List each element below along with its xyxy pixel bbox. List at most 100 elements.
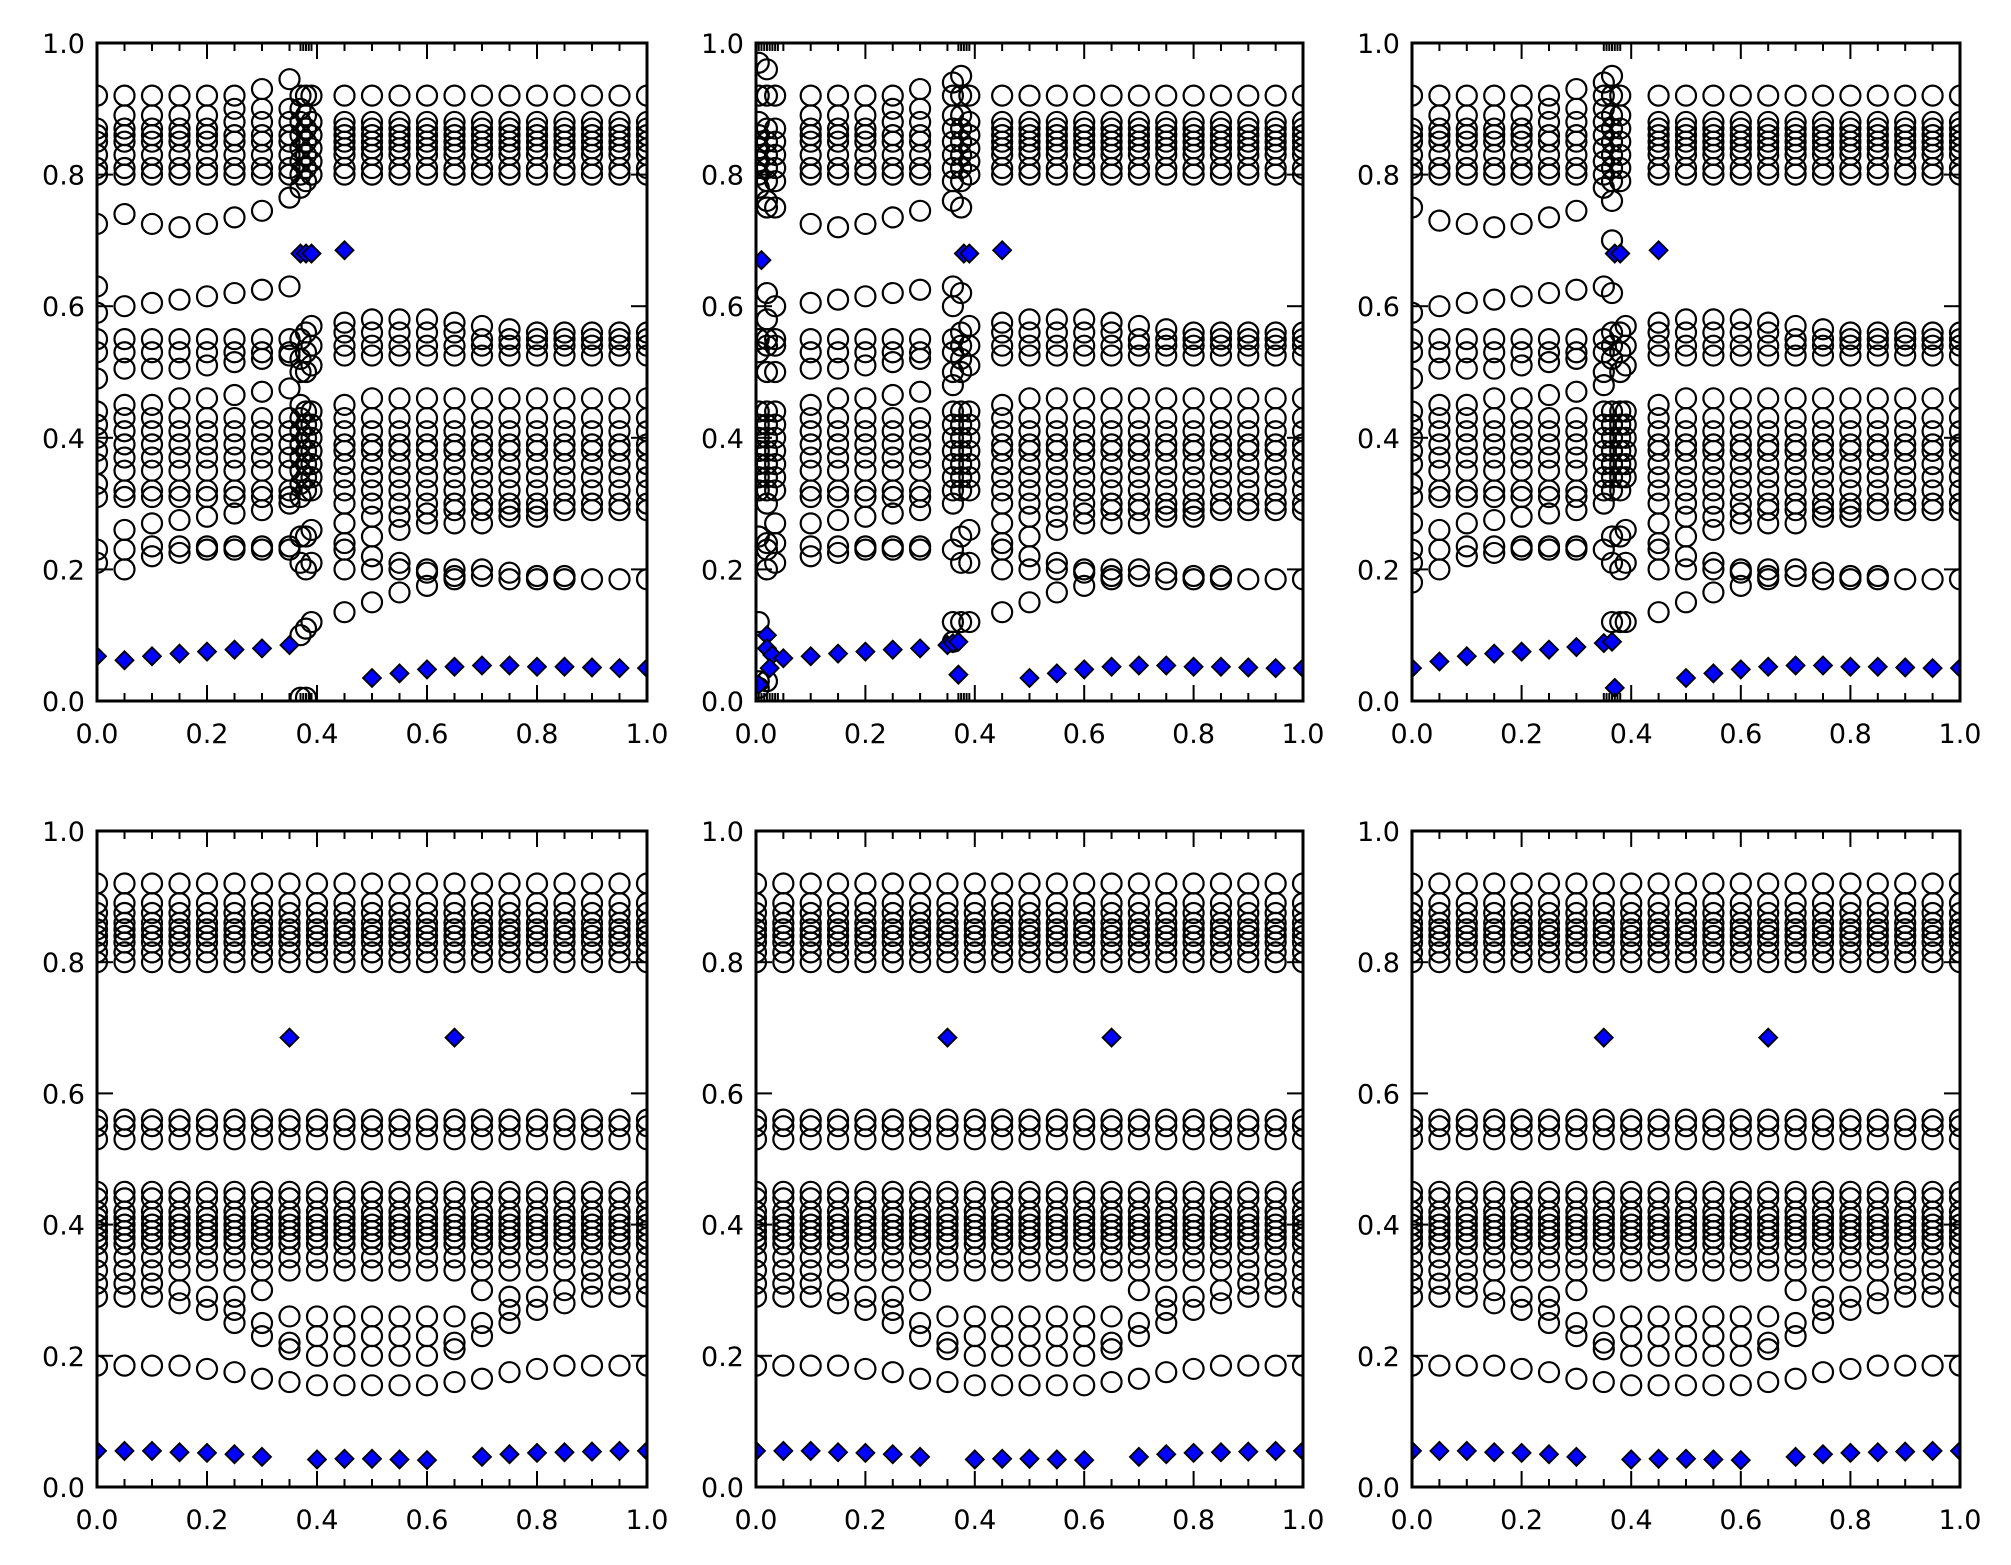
circle-point: [168, 901, 191, 925]
diamond-point: [1511, 1442, 1532, 1464]
circle-point: [305, 1213, 329, 1236]
circle-point: [1455, 291, 1478, 315]
circle-point: [415, 1180, 439, 1203]
circle-point: [1264, 1180, 1287, 1203]
circle-point: [1537, 918, 1561, 941]
circle-point: [1412, 551, 1424, 574]
circle-point: [881, 206, 904, 229]
circle-point: [250, 380, 274, 403]
circle-point: [553, 117, 576, 140]
x-tick-label: 0.2: [186, 719, 229, 750]
circle-point: [950, 453, 973, 476]
circle-point: [1127, 328, 1151, 351]
circle-point: [881, 446, 904, 469]
circle-point: [1811, 1213, 1835, 1236]
circle-point: [1565, 499, 1588, 522]
circle-point: [580, 321, 604, 344]
diamond-point: [800, 1440, 821, 1462]
circle-point: [1155, 568, 1178, 591]
circle-point: [113, 117, 136, 140]
circle-point: [1600, 400, 1624, 423]
circle-point: [1839, 1285, 1862, 1308]
circle-point: [1592, 1115, 1615, 1138]
circle-point: [854, 130, 877, 153]
circle-point: [97, 301, 109, 324]
circle-point: [140, 535, 164, 558]
circle-point: [1757, 117, 1780, 140]
circle-point: [525, 321, 549, 344]
circle-point: [1674, 901, 1698, 925]
circle-point: [1921, 1285, 1944, 1308]
circle-point: [1045, 581, 1068, 604]
circle-point: [333, 311, 356, 334]
circle-point: [1291, 387, 1303, 410]
circle-point: [1921, 110, 1944, 134]
circle-point: [223, 383, 246, 407]
circle-point: [608, 1272, 631, 1295]
circle-point: [1811, 1108, 1835, 1131]
circle-point: [1018, 84, 1041, 107]
circle-point: [1702, 321, 1725, 344]
circle-point: [498, 318, 521, 341]
circle-point: [443, 872, 466, 895]
circle-point: [1948, 143, 1960, 166]
markers-bottom-left: [97, 872, 647, 1471]
circle-point: [360, 110, 384, 134]
circle-point: [415, 574, 439, 597]
circle-point: [764, 466, 787, 489]
circle-point: [223, 1213, 246, 1236]
y-tick-label: 0.6: [1357, 1079, 1400, 1110]
circle-point: [498, 1115, 521, 1138]
circle-point: [1209, 492, 1233, 515]
circle-point: [140, 872, 164, 895]
y-tick-label: 0.2: [42, 555, 85, 586]
circle-point: [388, 492, 411, 515]
circle-point: [991, 1213, 1014, 1236]
circle-point: [1018, 344, 1041, 367]
circle-point: [1155, 1361, 1178, 1384]
circle-point: [1018, 479, 1041, 502]
circle-point: [772, 1285, 795, 1308]
circle-point: [333, 901, 356, 925]
circle-point: [1428, 1180, 1451, 1203]
circle-point: [1045, 941, 1068, 964]
circle-point: [294, 558, 318, 581]
diamond-point: [361, 667, 383, 689]
circle-point: [1455, 328, 1478, 351]
circle-point: [580, 124, 604, 147]
circle-point: [289, 406, 312, 430]
circle-point: [608, 84, 631, 107]
circle-point: [388, 1115, 411, 1138]
circle-point: [1100, 439, 1123, 463]
circle-point: [608, 406, 631, 430]
circle-point: [1757, 1115, 1780, 1138]
circle-point: [756, 911, 768, 934]
circle-point: [195, 117, 219, 140]
circle-point: [1894, 439, 1917, 463]
circle-point: [936, 918, 959, 941]
circle-point: [1948, 924, 1960, 948]
circle-point: [278, 924, 301, 948]
circle-point: [1729, 466, 1752, 489]
circle-point: [799, 1180, 822, 1203]
circle-point: [470, 1367, 494, 1390]
circle-point: [443, 1187, 466, 1210]
circle-point: [1412, 1354, 1424, 1377]
circle-point: [1811, 1259, 1835, 1282]
circle-point: [1811, 924, 1835, 948]
diamond-point: [1840, 1442, 1861, 1464]
circle-point: [1674, 1108, 1698, 1131]
circle-point: [223, 341, 246, 364]
circle-point: [1100, 1180, 1123, 1203]
circle-point: [1510, 901, 1533, 925]
circle-point: [1045, 1305, 1068, 1328]
circle-point: [1127, 558, 1151, 581]
circle-point: [1948, 941, 1960, 964]
diamond-point: [756, 249, 772, 271]
circle-point: [950, 479, 973, 502]
circle-point: [388, 581, 411, 604]
circle-point: [278, 918, 301, 941]
circle-point: [950, 170, 973, 193]
circle-point: [1291, 124, 1303, 147]
